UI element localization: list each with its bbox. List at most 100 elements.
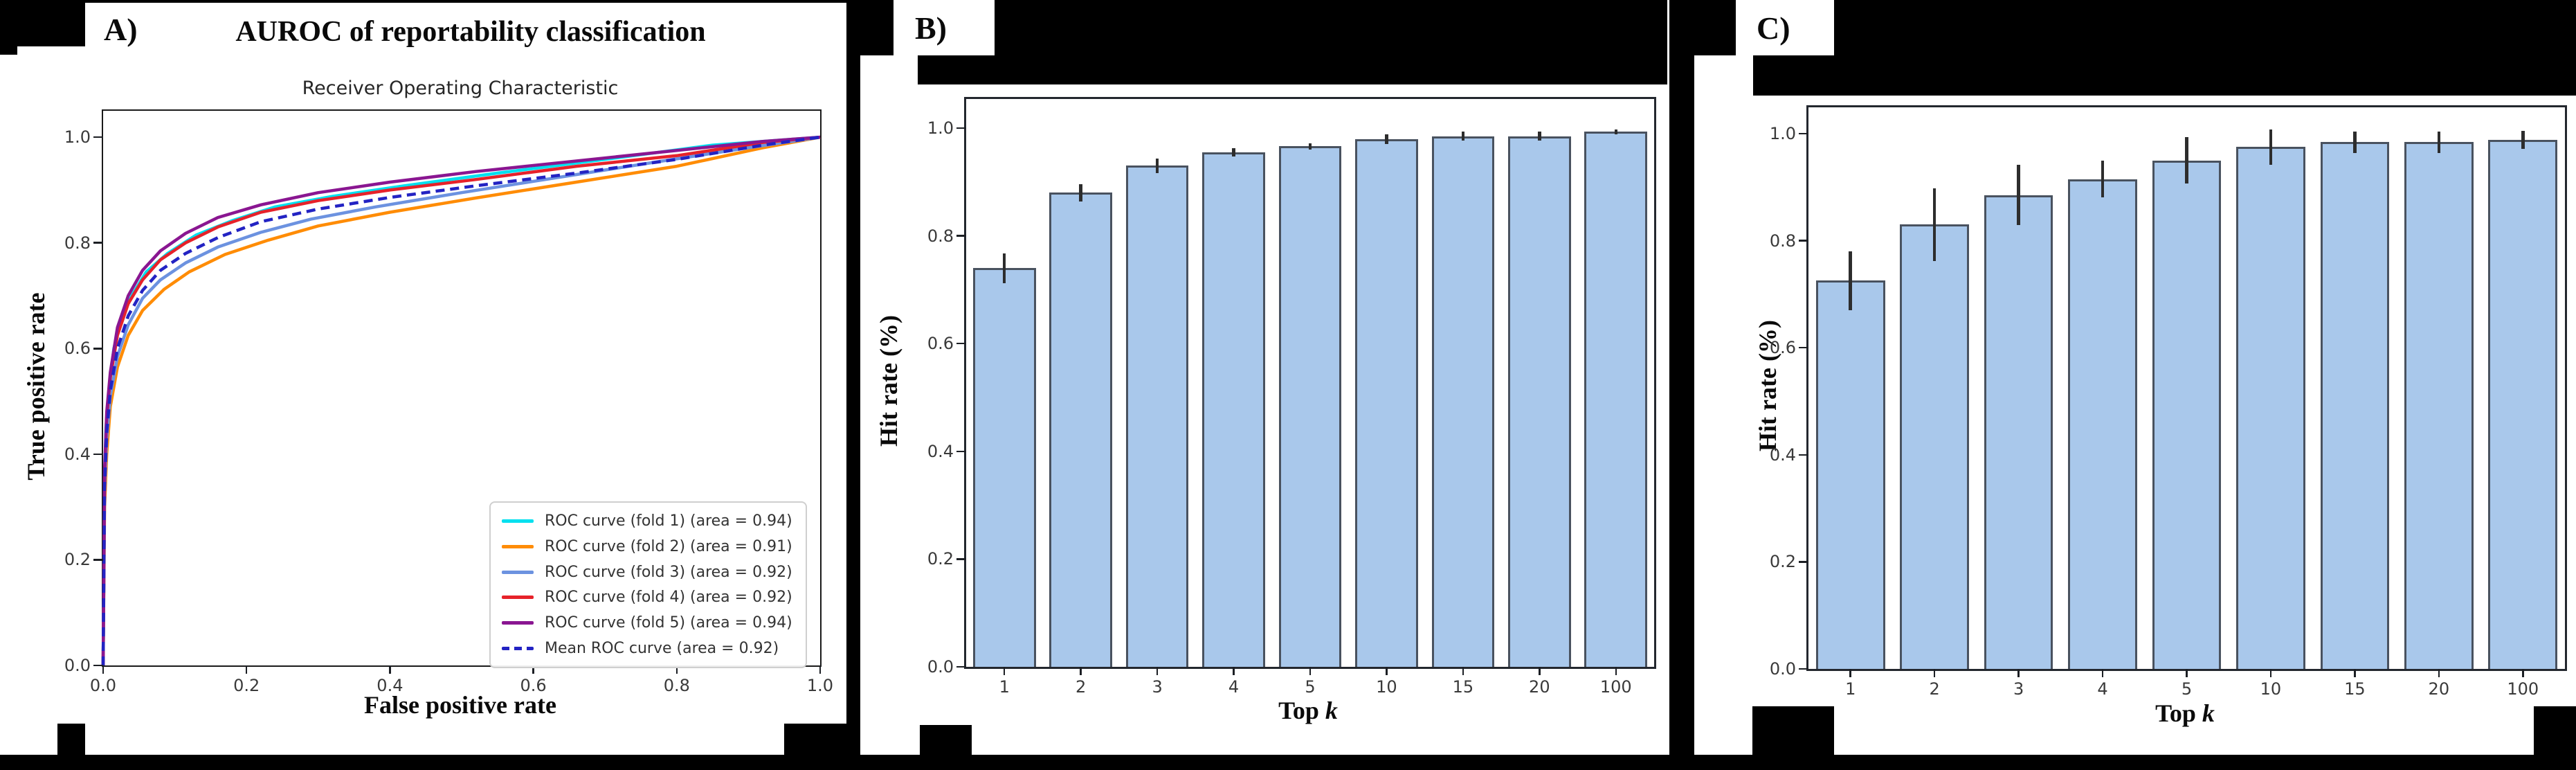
black-mask — [860, 0, 894, 55]
x-tick-mark — [1386, 667, 1388, 675]
bar-top-4 — [2068, 179, 2137, 669]
error-bar — [1932, 188, 1936, 261]
x-tick-label: 1 — [999, 677, 1010, 697]
x-tick-mark — [2269, 669, 2272, 677]
y-tick-label: 0.8 — [64, 233, 91, 253]
legend-line-swatch — [502, 519, 534, 523]
hit-rate-b-plot-area: 1 2 3 4 5 10 15 20 100 0.0 0.2 0.4 0.6 0.8 1.0 — [927, 97, 1656, 697]
y-tick-label: 0.6 — [64, 339, 91, 359]
y-tick-label: 0.8 — [1769, 231, 1796, 251]
x-tick-mark — [2186, 669, 2188, 677]
bar-top-15 — [2320, 142, 2390, 669]
x-tick-label: 2 — [1076, 677, 1087, 697]
x-tick-label: 10 — [1376, 677, 1397, 697]
black-mask — [920, 725, 972, 755]
error-bar — [1002, 253, 1006, 284]
top-k-label-text: Top — [1278, 697, 1325, 724]
x-tick-mark — [1849, 669, 1851, 677]
roc-legend: ROC curve (fold 1) (area = 0.94) ROC curv… — [489, 501, 807, 668]
roc-plot-area: 0.0 0.2 0.4 0.6 0.8 1.0 0.0 0.2 0.4 0.6 0.8 1.0 — [64, 109, 833, 695]
roc-curve-line — [101, 135, 821, 666]
x-tick-mark — [245, 665, 248, 674]
x-tick-mark — [2101, 669, 2104, 677]
roc-x-axis-label: False positive rate — [364, 691, 556, 719]
legend-entry: Mean ROC curve (area = 0.92) — [491, 640, 806, 657]
x-tick-label: 0.2 — [233, 676, 260, 695]
legend-line-swatch — [502, 621, 534, 625]
error-bar — [2437, 131, 2441, 153]
legend-line-swatch — [502, 544, 534, 548]
roc-curve-line — [101, 135, 821, 666]
bar-top-2 — [1049, 192, 1112, 667]
x-tick-label: 0.8 — [663, 676, 690, 695]
x-tick-mark — [389, 665, 391, 674]
black-mask — [0, 755, 2576, 770]
bar-top-2 — [1900, 224, 1969, 669]
x-tick-label: 2 — [1929, 679, 1940, 699]
x-tick-label: 4 — [2097, 679, 2108, 699]
x-tick-mark — [675, 665, 678, 674]
legend-line-swatch — [502, 647, 534, 651]
y-tick-mark — [956, 127, 966, 129]
hit-rate-c-x-axis-label: Top k — [2155, 699, 2215, 727]
black-mask — [1834, 0, 2576, 55]
y-tick-mark — [1799, 240, 1808, 242]
black-mask — [1753, 55, 2576, 96]
error-bar — [2017, 165, 2020, 226]
x-tick-mark — [2522, 669, 2524, 677]
black-mask — [1694, 0, 1736, 55]
y-tick-label: 1.0 — [64, 127, 91, 147]
y-tick-mark — [956, 450, 966, 453]
panel-c-label-chip — [1736, 0, 1834, 55]
legend-label: ROC curve (fold 2) (area = 0.91) — [545, 537, 792, 555]
y-tick-label: 1.0 — [1769, 123, 1796, 143]
bar-top-5 — [1278, 146, 1342, 667]
legend-entry: ROC curve (fold 5) (area = 0.94) — [491, 614, 806, 632]
legend-label: ROC curve (fold 3) (area = 0.92) — [545, 563, 792, 581]
x-tick-label: 20 — [1529, 677, 1550, 697]
panel-a-label: A) — [104, 12, 138, 47]
y-tick-mark — [1799, 561, 1808, 563]
top-k-label-variable: k — [1325, 697, 1338, 724]
hit-rate-b-x-axis-label: Top k — [1278, 697, 1338, 724]
y-tick-mark — [1799, 132, 1808, 135]
x-tick-mark — [1156, 667, 1159, 675]
top-k-label-text: Top — [2155, 699, 2202, 727]
x-tick-mark — [1462, 667, 1464, 675]
y-tick-mark — [93, 136, 103, 138]
x-tick-label: 15 — [1452, 677, 1474, 697]
legend-label: ROC curve (fold 4) (area = 0.92) — [545, 589, 792, 607]
legend-entry: ROC curve (fold 1) (area = 0.94) — [491, 512, 806, 530]
x-tick-mark — [2438, 669, 2440, 677]
y-tick-mark — [93, 453, 103, 456]
bar-top-1 — [1815, 280, 1885, 669]
error-bar — [2101, 161, 2105, 197]
error-bar — [1308, 143, 1312, 150]
x-tick-label: 5 — [2181, 679, 2193, 699]
x-tick-mark — [102, 665, 105, 674]
x-tick-label: 0.6 — [520, 676, 547, 695]
roc-y-axis-label: True positive rate — [22, 292, 50, 481]
black-mask — [995, 0, 1667, 55]
error-bar — [2269, 129, 2273, 165]
legend-line-swatch — [502, 596, 534, 600]
y-tick-label: 0.0 — [1769, 659, 1796, 679]
legend-label: ROC curve (fold 5) (area = 0.94) — [545, 614, 792, 632]
x-tick-label: 5 — [1305, 677, 1316, 697]
x-tick-label: 100 — [2507, 679, 2539, 699]
y-tick-label: 0.4 — [1769, 445, 1796, 465]
x-tick-label: 15 — [2344, 679, 2366, 699]
y-tick-label: 0.6 — [927, 334, 954, 354]
x-tick-mark — [1309, 667, 1312, 675]
legend-entry: ROC curve (fold 4) (area = 0.92) — [491, 589, 806, 606]
x-tick-mark — [819, 665, 822, 674]
black-mask — [85, 0, 846, 3]
x-tick-label: 1 — [1845, 679, 1856, 699]
roc-curves — [101, 135, 821, 666]
panel-b-label-chip — [894, 0, 995, 55]
hit-rate-b-y-axis-label: Hit rate (%) — [875, 315, 902, 447]
error-bar — [1232, 147, 1235, 157]
y-tick-mark — [956, 558, 966, 560]
error-bar — [1155, 159, 1159, 173]
